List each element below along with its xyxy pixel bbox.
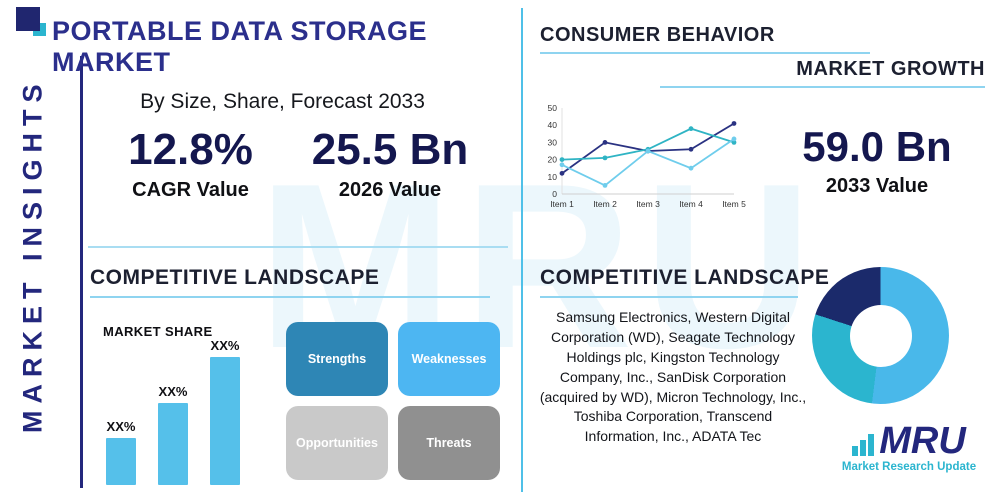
svg-text:Item 1: Item 1 [550,199,574,209]
swot-grid: Strengths Weaknesses Opportunities Threa… [286,322,500,480]
corner-square [16,7,40,31]
swot-weaknesses-tile: Weaknesses [398,322,500,396]
bar-chart-icon [852,434,875,458]
svg-text:Item 2: Item 2 [593,199,617,209]
donut-chart [812,267,949,404]
value-2033: 59.0 Bn [802,123,952,170]
competitive-landscape-left-heading: COMPETITIVE LANDSCAPE [90,266,380,289]
cagr-value: 12.8% [128,125,253,174]
brand-tagline: Market Research Update [841,461,977,474]
page-title: PORTABLE DATA STORAGE MARKET [52,16,427,77]
competitive-landscape-right-underline [540,296,798,298]
bar-value-label: XX% [158,384,188,399]
market-share-label: MARKET SHARE [103,324,213,339]
swot-threats-tile: Threats [398,406,500,480]
swot-opportunities-tile: Opportunities [286,406,388,480]
value-2026: 25.5 Bn [311,125,469,174]
bar [106,438,136,485]
brand-logo-text: MRU [879,420,966,462]
growth-line-chart: 0 10 20 30 40 50 Item 1 Item 2 Item 3 Item 4 Item … [548,103,747,209]
consumer-behavior-underline [540,52,870,54]
cagr-stat: 12.8% CAGR Value [98,125,283,202]
bar-value-label: XX% [210,338,240,353]
market-share-bar-chart: XX% XX% XX% [102,335,272,485]
svg-text:50: 50 [548,103,558,113]
bar-column: XX% [106,419,136,485]
bar-column: XX% [210,338,240,485]
value-2026-stat: 25.5 Bn 2026 Value [295,125,485,202]
svg-text:30: 30 [548,137,558,147]
companies-list-text: Samsung Electronics, Western Digital Cor… [539,309,807,445]
consumer-behavior-heading: CONSUMER BEHAVIOR [540,24,775,46]
svg-text:0: 0 [552,189,557,199]
svg-text:Item 4: Item 4 [679,199,703,209]
svg-text:Item 3: Item 3 [636,199,660,209]
page-subtitle: By Size, Share, Forecast 2033 [140,90,425,113]
value-2033-stat: 59.0 Bn 2033 Value [768,123,986,198]
value-2033-label: 2033 Value [825,175,929,198]
sidebar-vertical-line [80,56,83,488]
brand-logo: MRU Market Research Update [824,420,994,474]
svg-text:Item 5: Item 5 [722,199,746,209]
swot-strengths-tile: Strengths [286,322,388,396]
vertical-sidebar-label: MARKET INSIGHTS [17,77,48,433]
bar-value-label: XX% [106,419,136,434]
svg-text:40: 40 [548,120,558,130]
bar [158,403,188,485]
center-divider-line [521,8,523,492]
brand-logo-row: MRU [824,420,994,462]
bar [210,357,240,485]
market-growth-underline [660,86,985,88]
competitive-landscape-right-heading: COMPETITIVE LANDSCAPE [540,266,830,289]
value-2026-label: 2026 Value [338,179,442,202]
competitive-landscape-left-underline [90,296,490,298]
bar-column: XX% [158,384,188,485]
market-growth-heading: MARKET GROWTH [796,58,985,80]
svg-text:20: 20 [548,155,558,165]
left-horizontal-divider [88,246,508,248]
donut-hole [849,304,912,367]
svg-text:10: 10 [548,172,558,182]
cagr-label: CAGR Value [132,179,249,202]
